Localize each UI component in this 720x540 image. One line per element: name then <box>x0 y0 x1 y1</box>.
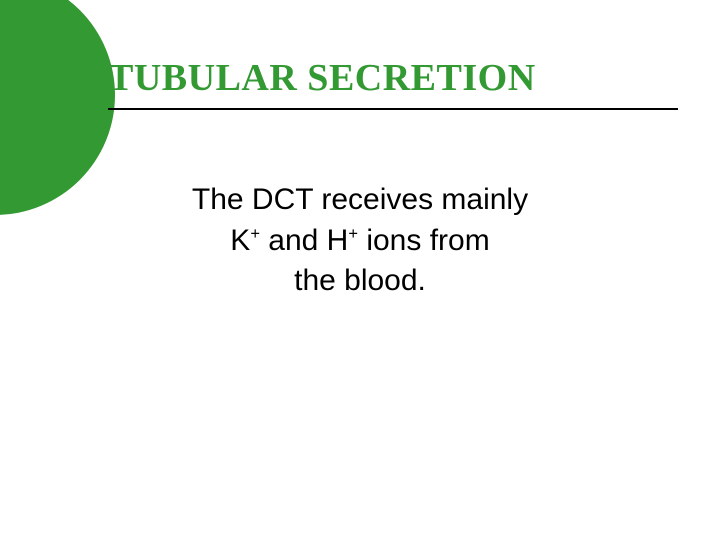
body-text: The DCT receives mainly K+ and H+ ions f… <box>0 180 720 302</box>
slide-title: TUBULAR SECRETION <box>108 56 668 100</box>
title-container: TUBULAR SECRETION <box>108 56 668 100</box>
body-line-2-post: ions from <box>358 224 490 257</box>
body-line-2: K+ and H+ ions from <box>0 221 720 262</box>
body-line-2-pre: K <box>230 224 250 257</box>
body-line-2-mid: and H <box>260 224 348 257</box>
title-underline <box>108 108 678 110</box>
body-line-1: The DCT receives mainly <box>0 180 720 221</box>
body-line-2-sup2: + <box>348 225 358 243</box>
body-line-3: the blood. <box>0 261 720 302</box>
body-line-2-sup1: + <box>250 225 260 243</box>
